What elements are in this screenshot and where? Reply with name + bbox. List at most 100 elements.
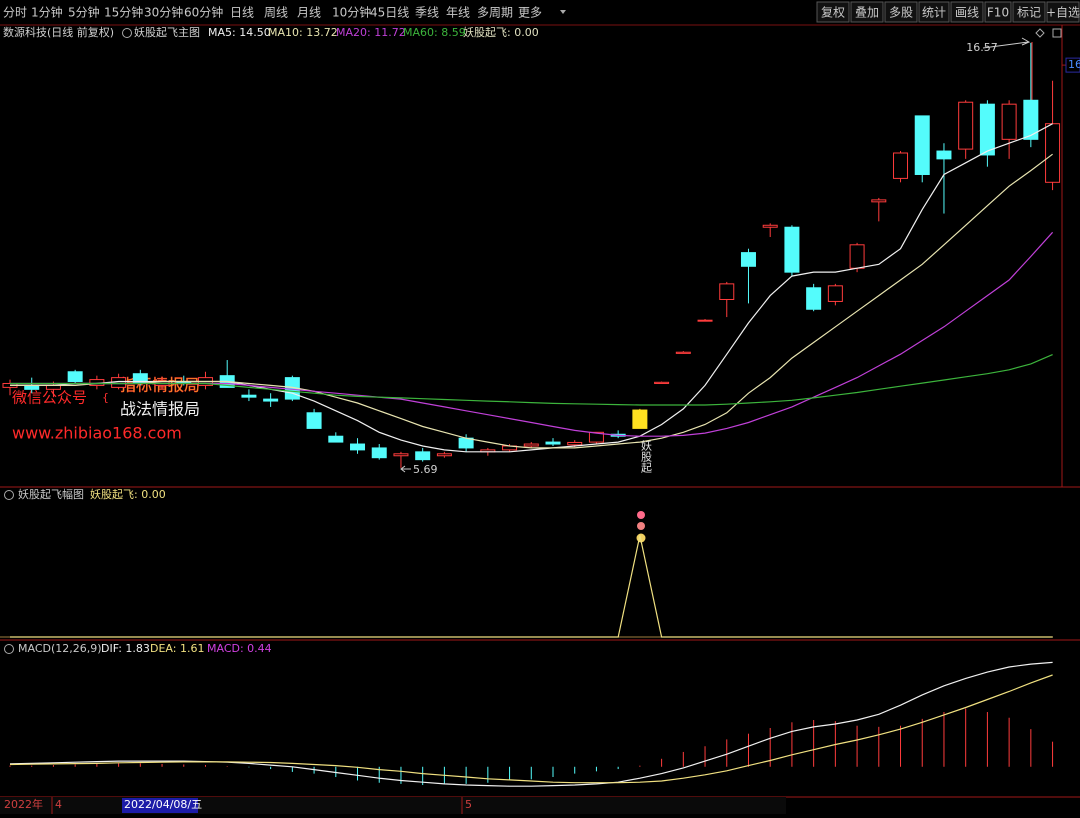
tool-label[interactable]: 统计 (922, 6, 946, 20)
chart-title: 妖股起飞幅图 (18, 487, 84, 501)
period-tab[interactable]: 更多 (518, 6, 542, 20)
tool-button[interactable] (1046, 1, 1080, 23)
candle-body (936, 150, 952, 160)
brace: { (102, 391, 109, 404)
legend-entry: MA60: 8.59 (403, 26, 466, 39)
date-highlight (122, 798, 198, 813)
period-tab[interactable]: 日线 (230, 6, 254, 20)
panel-icon[interactable] (1052, 28, 1062, 38)
tool-label[interactable]: 复权 (821, 6, 845, 20)
high-label: 16.57 (966, 41, 998, 54)
y-tick-box (1065, 57, 1080, 73)
candle-body (263, 398, 279, 402)
watermark-account: 微信公众号 (12, 389, 87, 407)
candle-body (893, 152, 909, 179)
candle-body (45, 384, 61, 390)
candle-body (849, 244, 865, 269)
period-tab[interactable]: 5分钟 (68, 5, 100, 20)
tool-button[interactable] (984, 1, 1012, 23)
tool-button[interactable] (816, 1, 850, 23)
tool-label[interactable]: 叠加 (855, 6, 879, 20)
period-tab[interactable]: 1分钟 (31, 5, 63, 20)
chart-title: 数源科技(日线 前复权) (3, 25, 114, 39)
candle-body (371, 447, 387, 459)
tool-button[interactable] (850, 1, 884, 23)
watermark-site: www.zhibiao168.com (12, 424, 182, 443)
candle-body (784, 226, 800, 273)
tool-label[interactable]: 多股 (889, 6, 913, 20)
header-icon (4, 644, 14, 654)
signal-line (10, 535, 1053, 638)
legend-entry: MA5: 14.50 (208, 26, 271, 39)
candle-body (24, 384, 40, 390)
tool-button[interactable] (918, 1, 950, 23)
candle-body (719, 283, 735, 300)
period-tab[interactable]: 季线 (415, 6, 439, 20)
candle-body (241, 394, 257, 398)
candle-body (740, 252, 756, 267)
candle-body (588, 431, 604, 443)
period-tab[interactable]: 45日线 (370, 6, 409, 20)
signal-icon (637, 522, 645, 530)
tool-button[interactable] (1012, 1, 1046, 23)
candle-body (306, 412, 322, 429)
candle-body (567, 441, 583, 446)
y-tick-label: 16 (1068, 58, 1080, 71)
candle-body (654, 381, 670, 384)
period-tab[interactable]: 30分钟 (144, 5, 183, 20)
candle-body (1001, 103, 1017, 140)
candle-body (827, 285, 843, 302)
tool-button[interactable] (950, 1, 984, 23)
watermark-brand: 战法情报局 (120, 400, 200, 419)
candle-body (958, 101, 974, 150)
tool-label[interactable]: 画线 (955, 6, 979, 20)
macd-line (9, 661, 1053, 787)
candle-body (697, 319, 713, 322)
candle-body (328, 435, 344, 443)
date-label: 5 (465, 798, 472, 811)
legend-entry: DEA: 1.61 (150, 642, 204, 655)
candle-body (436, 453, 452, 457)
panel-icon[interactable] (1035, 28, 1045, 38)
candle-body (545, 441, 561, 445)
period-tab[interactable]: 月线 (297, 6, 321, 20)
period-tab[interactable]: 多周期 (477, 6, 513, 20)
tool-label[interactable]: +自选 (1046, 6, 1080, 20)
tool-label[interactable]: F10 (987, 6, 1009, 20)
date-label: 4 (55, 798, 62, 811)
date-axis (0, 797, 786, 814)
legend-entry: 妖股起飞: 0.00 (90, 487, 166, 501)
candle-body (393, 453, 409, 457)
period-tab[interactable]: 分时 (3, 6, 27, 20)
period-tab[interactable]: 15分钟 (104, 5, 143, 20)
header-icon (4, 490, 14, 500)
header-icon (122, 28, 132, 38)
dropdown-caret (560, 10, 566, 14)
tool-button[interactable] (884, 1, 918, 23)
date-label: 2022年 (4, 797, 43, 811)
candle-body (762, 224, 778, 228)
candle-body (415, 451, 431, 461)
period-tab[interactable]: 周线 (264, 6, 288, 20)
date-label: 2022/04/08/五 (124, 798, 202, 811)
signal-icon (637, 511, 645, 519)
candle-body (67, 371, 83, 383)
legend-entry: MA10: 13.72 (268, 26, 338, 39)
chart-title: MACD(12,26,9) (18, 642, 102, 655)
candle-body (632, 409, 648, 429)
period-tab[interactable]: 10分钟 (332, 5, 371, 20)
candle-body (871, 199, 887, 203)
low-label: 5.69 (413, 463, 438, 476)
candle-body (806, 287, 822, 310)
ma-line (10, 354, 1053, 406)
tool-label[interactable]: 标记 (1017, 6, 1041, 20)
period-tab[interactable]: 年线 (446, 6, 470, 20)
legend-entry: MACD: 0.44 (207, 642, 272, 655)
low-arrow (400, 465, 411, 473)
candle-body (675, 351, 691, 354)
indicator-value: 妖股起飞: 0.00 (463, 25, 539, 39)
signal-label: 妖股起 (640, 439, 653, 474)
period-tab[interactable]: 60分钟 (184, 5, 223, 20)
candle-body (350, 443, 366, 451)
